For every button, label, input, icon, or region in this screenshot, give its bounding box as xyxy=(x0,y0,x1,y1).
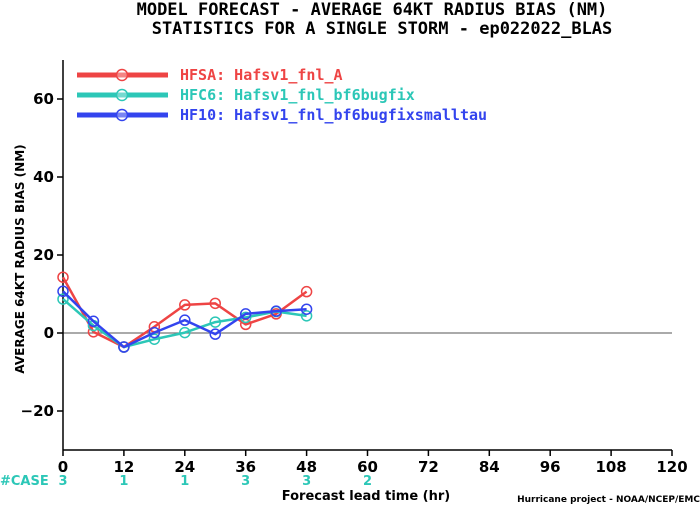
x-tick-label: 12 xyxy=(113,458,134,476)
x-tick-label: 36 xyxy=(235,458,256,476)
series-line xyxy=(62,290,307,349)
x-tick-label: 60 xyxy=(357,458,378,476)
data-point xyxy=(57,293,69,305)
case-count: 2 xyxy=(363,474,372,489)
legend-marker xyxy=(115,68,129,82)
data-point xyxy=(209,297,221,310)
data-point xyxy=(179,314,191,326)
data-point xyxy=(239,308,252,320)
case-count: 3 xyxy=(302,474,311,489)
x-tick-label: 108 xyxy=(595,458,626,476)
data-point xyxy=(87,315,100,328)
legend-label: HF10: Hafsv1_fnl_bf6bugfixsmalltau xyxy=(180,106,487,124)
case-counts: 3 1 1 3 3 2 xyxy=(58,474,372,489)
case-count: 3 xyxy=(58,474,67,489)
series-line xyxy=(62,298,307,349)
y-tick-label: 60 xyxy=(33,90,54,108)
data-point xyxy=(270,305,282,317)
legend-label: HFC6: Hafsv1_fnl_bf6bugfix xyxy=(180,86,415,104)
x-tick-label: 24 xyxy=(174,458,195,476)
data-point xyxy=(179,326,191,339)
data-point xyxy=(57,285,69,298)
series-3 xyxy=(57,285,313,353)
legend-label: HFSA: Hafsv1_fnl_A xyxy=(180,66,343,84)
series-layer xyxy=(57,271,313,353)
data-point xyxy=(179,299,191,311)
y-axis-label: AVERAGE 64KT RADIUS BIAS (NM) xyxy=(13,144,27,373)
credit-text: Hurricane project - NOAA/NCEP/EMC xyxy=(517,495,700,505)
data-point xyxy=(148,326,161,339)
x-tick-label: 48 xyxy=(296,458,317,476)
x-tick-label: 72 xyxy=(418,458,439,476)
chart-subtitle: STATISTICS FOR A SINGLE STORM - ep022022… xyxy=(152,19,613,39)
legend-marker xyxy=(115,108,129,122)
case-count: 3 xyxy=(241,474,250,489)
y-tick-label: −20 xyxy=(21,402,54,420)
x-tick-label: 84 xyxy=(479,458,500,476)
legend: HFSA: Hafsv1_fnl_A HFC6: Hafsv1_fnl_bf6bu… xyxy=(77,66,487,124)
case-row-label: #CASE xyxy=(0,474,49,489)
chart-title: MODEL FORECAST - AVERAGE 64KT RADIUS BIA… xyxy=(137,0,608,20)
case-count: 1 xyxy=(180,474,189,489)
data-point xyxy=(209,328,221,340)
data-point xyxy=(118,341,130,353)
data-point xyxy=(300,303,313,315)
x-axis-label: Forecast lead time (hr) xyxy=(282,489,450,504)
data-point xyxy=(300,285,313,298)
data-point xyxy=(148,333,161,345)
y-tick-label: 20 xyxy=(33,246,54,264)
y-tick-label: 40 xyxy=(33,168,54,186)
x-tick-label: 96 xyxy=(540,458,561,476)
plot-area: −20 0 20 40 60 0 12 24 36 48 60 72 84 96 108 120 xyxy=(21,60,688,476)
series-line xyxy=(61,276,308,349)
data-point xyxy=(300,310,313,322)
data-point xyxy=(209,316,221,328)
case-count: 1 xyxy=(119,474,128,489)
legend-marker xyxy=(115,88,129,102)
x-tick-label: 0 xyxy=(58,458,68,476)
data-point xyxy=(57,271,69,283)
y-tick-label: 0 xyxy=(44,324,54,342)
x-tick-label: 120 xyxy=(656,458,687,476)
